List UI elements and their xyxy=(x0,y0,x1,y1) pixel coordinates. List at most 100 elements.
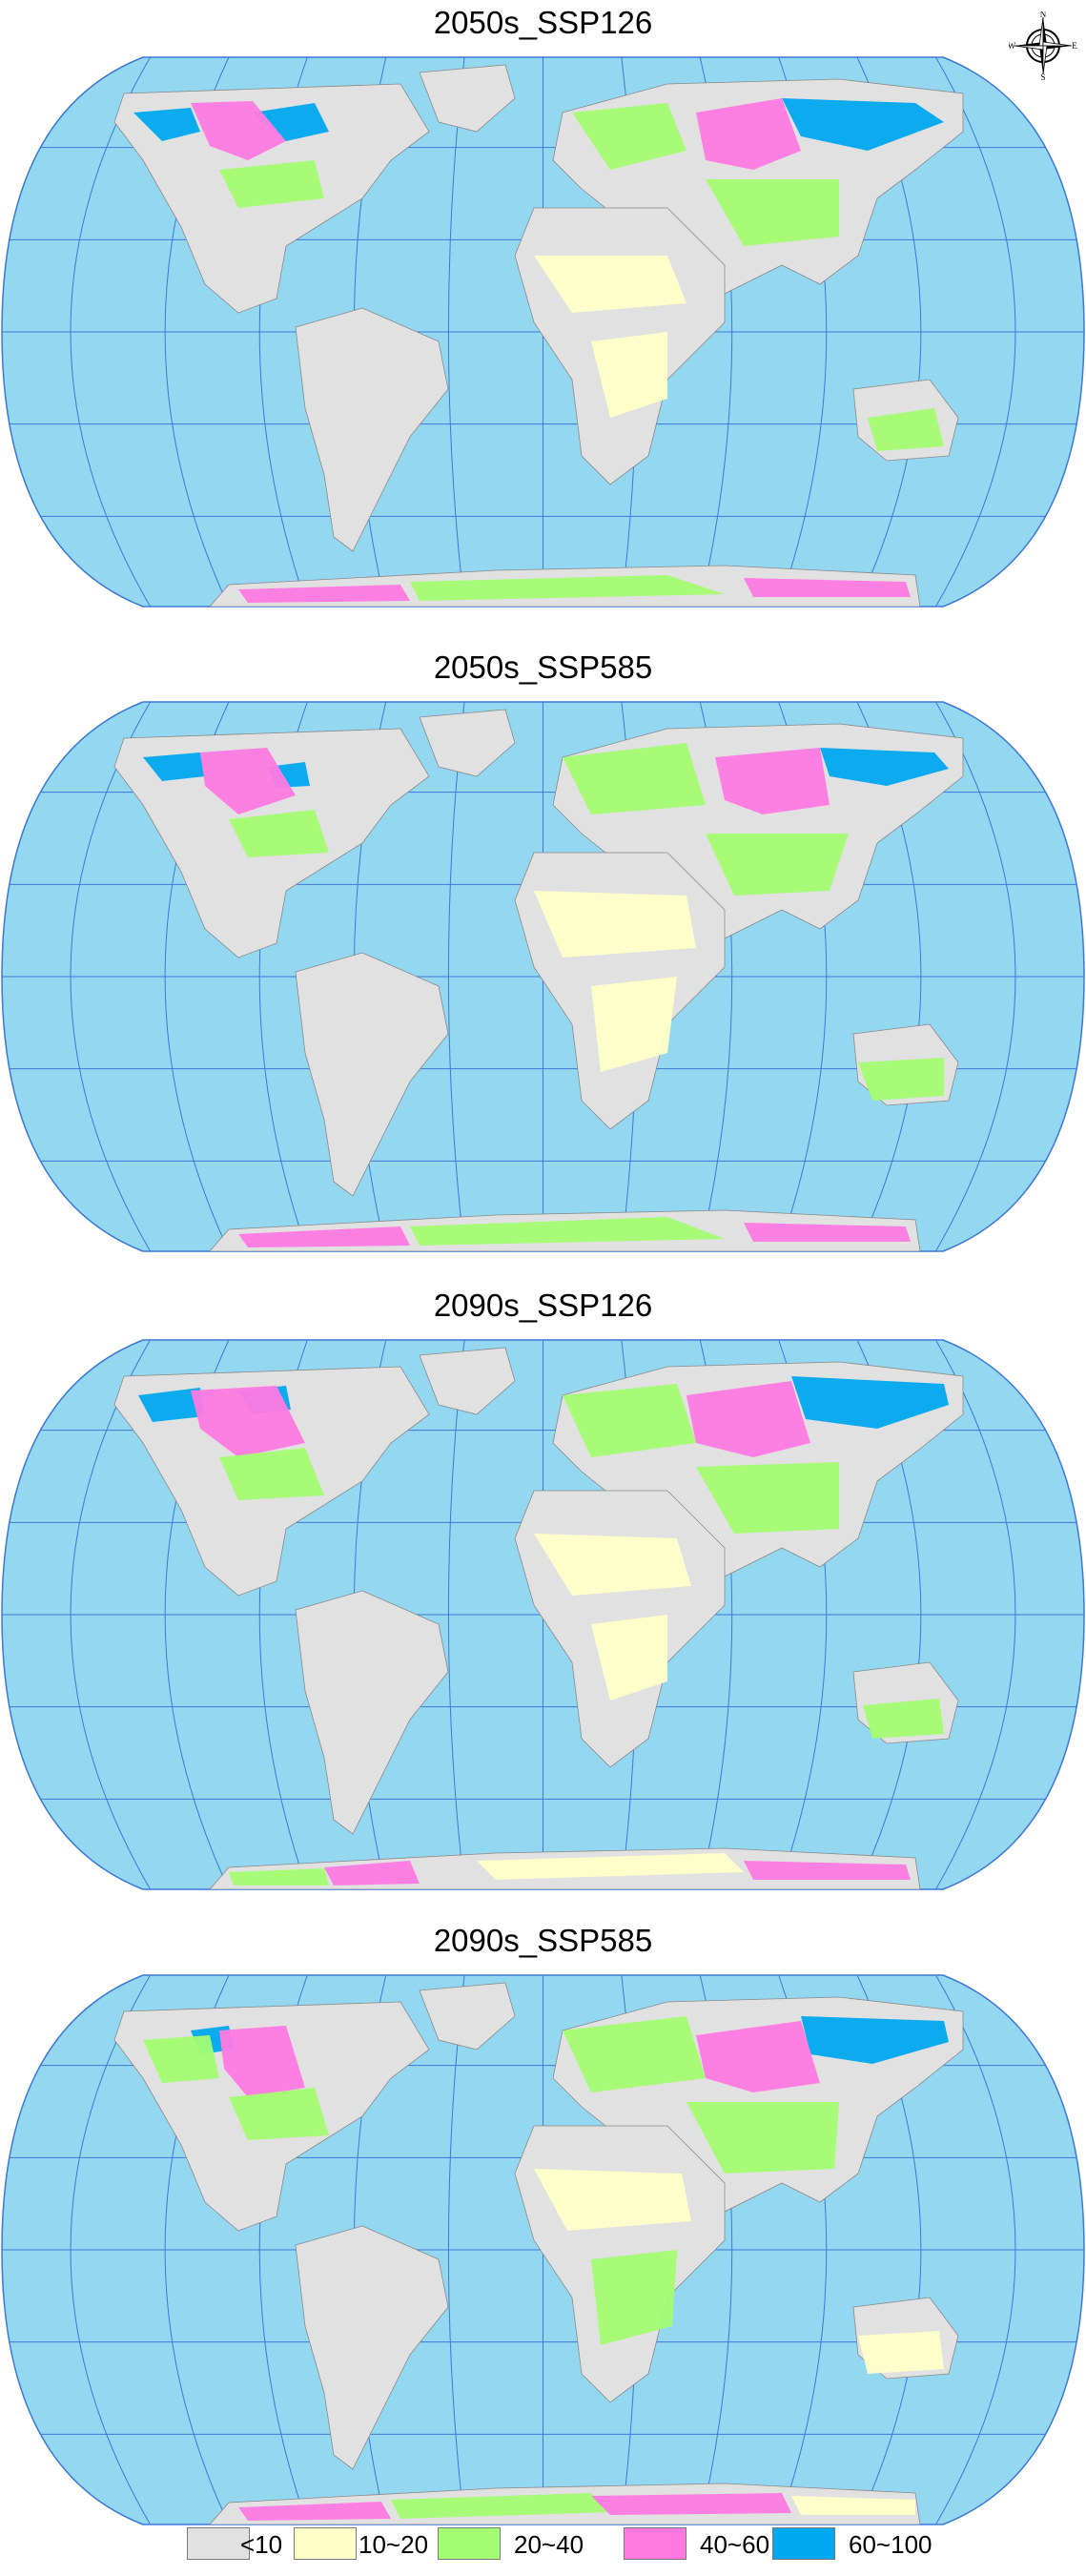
suitability-high xyxy=(219,2026,305,2097)
map-panel-2090s-ssp126: 2090s_SSP126 xyxy=(0,1287,1086,1897)
suitability-high xyxy=(686,1381,810,1457)
suitability-top xyxy=(820,748,949,786)
suitability-mid xyxy=(391,2493,610,2519)
suitability-top xyxy=(253,103,329,141)
suitability-low xyxy=(791,2496,915,2515)
suitability-high xyxy=(696,98,801,170)
compass-w: W xyxy=(1009,41,1016,51)
map-panel-2050s-ssp126: 2050s_SSP126 xyxy=(0,4,1086,614)
graticule-meridian xyxy=(70,57,151,607)
suitability-low xyxy=(591,1615,667,1700)
suitability-low xyxy=(534,1534,691,1596)
panel-title: 2090s_SSP585 xyxy=(433,1923,653,1958)
legend-label: 10~20 xyxy=(359,2530,429,2559)
suitability-mid xyxy=(868,408,944,451)
legend-label: 40~60 xyxy=(700,2530,770,2559)
suitability-mid xyxy=(863,1699,944,1739)
continent-greenland xyxy=(419,709,516,777)
suitability-high xyxy=(696,2021,820,2092)
suitability-top xyxy=(801,2016,949,2064)
suitability-high xyxy=(200,748,296,814)
suitability-mid xyxy=(143,2035,219,2083)
suitability-mid xyxy=(229,2088,329,2140)
suitability-high xyxy=(238,585,410,603)
suitability-low xyxy=(534,256,686,313)
map-panel-2090s-ssp585: 2090s_SSP585 xyxy=(0,1922,1086,2532)
suitability-low xyxy=(858,2331,944,2374)
continent-south-america xyxy=(295,2225,449,2470)
graticule-meridian xyxy=(447,1340,465,1889)
continent-greenland xyxy=(419,1347,516,1415)
suitability-top xyxy=(782,98,944,151)
world-map xyxy=(1,1339,1085,1890)
suitability-mid xyxy=(591,2250,677,2345)
suitability-low xyxy=(591,977,677,1072)
suitability-high xyxy=(744,1223,911,1242)
compass-s: S xyxy=(1040,72,1045,80)
world-map xyxy=(1,701,1085,1252)
continent-south-america xyxy=(295,307,449,552)
suitability-high xyxy=(238,1226,410,1247)
suitability-top xyxy=(791,1376,949,1429)
suitability-top xyxy=(133,108,200,141)
graticule-meridian xyxy=(935,57,1016,607)
suitability-mid xyxy=(706,179,839,246)
legend-swatch xyxy=(438,2527,501,2560)
suitability-high xyxy=(744,578,911,597)
suitability-mid xyxy=(563,1384,696,1457)
suitability-mid xyxy=(229,810,329,857)
continent-greenland xyxy=(419,1982,516,2050)
legend: <10 10~20 20~40 40~60 60~100 xyxy=(0,2524,1086,2567)
suitability-high xyxy=(191,1386,305,1457)
suitability-mid xyxy=(686,2102,839,2174)
suitability-high xyxy=(238,2502,391,2521)
suitability-low xyxy=(534,2169,691,2231)
continent-south-america xyxy=(295,1590,449,1835)
panel-title: 2090s_SSP126 xyxy=(433,1288,653,1323)
legend-swatch xyxy=(624,2527,686,2560)
map-panel-2050s-ssp585: 2050s_SSP585 xyxy=(0,649,1086,1259)
compass-n: N xyxy=(1040,11,1047,19)
graticule-meridian xyxy=(447,1975,465,2524)
suitability-top xyxy=(143,752,205,781)
world-map xyxy=(1,1974,1085,2525)
legend-swatch xyxy=(772,2527,835,2560)
suitability-mid xyxy=(858,1058,944,1101)
legend-label: <10 xyxy=(240,2530,283,2559)
world-map xyxy=(1,56,1085,608)
suitability-mid xyxy=(219,1448,324,1500)
suitability-mid xyxy=(706,834,849,896)
legend-label: 20~40 xyxy=(514,2530,584,2559)
legend-swatch xyxy=(294,2527,357,2560)
legend-label: 60~100 xyxy=(849,2530,932,2559)
suitability-mid xyxy=(229,1868,329,1886)
panel-title: 2050s_SSP126 xyxy=(433,5,653,40)
suitability-low xyxy=(534,891,696,958)
graticule-meridian xyxy=(447,702,465,1251)
graticule-meridian xyxy=(935,1975,1016,2524)
suitability-high xyxy=(591,2493,791,2515)
suitability-mid xyxy=(563,2016,706,2092)
suitability-top xyxy=(138,1388,205,1422)
graticule-meridian xyxy=(70,1340,151,1889)
suitability-high xyxy=(191,101,286,160)
graticule-meridian xyxy=(935,702,1016,1251)
suitability-mid xyxy=(410,575,725,601)
suitability-high xyxy=(324,1861,420,1886)
graticule-meridian xyxy=(70,1975,151,2524)
suitability-mid xyxy=(219,160,324,208)
legend-swatch xyxy=(187,2527,250,2560)
continent-south-america xyxy=(295,952,449,1197)
graticule-meridian xyxy=(447,57,465,607)
compass-e: E xyxy=(1072,41,1077,51)
continent-greenland xyxy=(419,64,516,133)
suitability-mid xyxy=(410,1217,725,1246)
suitability-high xyxy=(744,1861,911,1880)
panel-title: 2050s_SSP585 xyxy=(433,649,653,685)
suitability-mid xyxy=(572,103,686,170)
suitability-low xyxy=(591,332,667,418)
suitability-mid xyxy=(563,743,706,814)
graticule-meridian xyxy=(935,1340,1016,1889)
suitability-mid xyxy=(696,1462,839,1534)
suitability-low xyxy=(477,1853,744,1880)
